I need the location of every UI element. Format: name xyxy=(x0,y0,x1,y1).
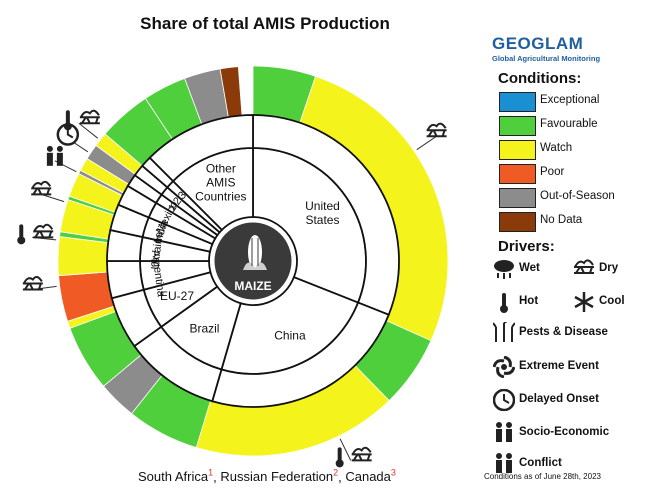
outer-segment-watch-9 xyxy=(57,236,109,277)
legend-swatch-exceptional xyxy=(499,92,536,112)
driver-marker-china xyxy=(335,438,372,468)
cool-icon xyxy=(574,292,594,312)
hot-icon xyxy=(63,110,72,131)
driver-label-delayed-onset: Delayed Onset xyxy=(519,393,599,405)
conflict-icon xyxy=(496,453,512,473)
country-band-other-amis-countries xyxy=(148,114,254,183)
driver-label-hot: Hot xyxy=(519,295,539,307)
dry-icon xyxy=(79,109,100,125)
dry-icon xyxy=(574,259,594,274)
legend-label-favourable: Favourable xyxy=(540,118,598,130)
dry-icon xyxy=(22,275,43,291)
legend-label-out-of-season: Out-of-Season xyxy=(540,190,615,202)
footnote-item-canada: Canada3 xyxy=(345,468,396,485)
driver-label-wet: Wet xyxy=(519,262,540,274)
country-label-1: 1 xyxy=(166,202,179,214)
center-emblem: MAIZE xyxy=(211,219,295,303)
country-label-united-states: United States xyxy=(305,199,340,227)
driver-markers xyxy=(17,109,447,468)
driver-marker-argentina xyxy=(22,275,57,291)
conditions-title: Conditions: xyxy=(498,70,582,87)
country-label-ukraine: Ukraine xyxy=(149,231,165,270)
driver-label-dry: Dry xyxy=(599,262,619,274)
driver-label-cool: Cool xyxy=(599,295,625,307)
country-label-brazil: Brazil xyxy=(189,322,219,336)
driver-label-conflict: Conflict xyxy=(519,457,562,469)
legend-swatch-no-data xyxy=(499,212,536,232)
footnote-item-south-africa: South Africa1 xyxy=(138,468,214,485)
maize-icon xyxy=(243,235,267,270)
pests-icon xyxy=(493,322,515,342)
driver-marker-india xyxy=(31,180,65,203)
outer-ring xyxy=(57,65,449,457)
dry-icon xyxy=(31,180,52,196)
extreme-event-icon xyxy=(493,356,515,378)
legend-swatch-out-of-season xyxy=(499,188,536,208)
legend-label-exceptional: Exceptional xyxy=(540,94,600,106)
driver-marker-united-states xyxy=(416,122,447,151)
driver-label-extreme-event: Extreme Event xyxy=(519,360,599,372)
logo-main: GEOGLAM xyxy=(492,34,584,53)
date-note: Conditions as of June 28th, 2023 xyxy=(484,472,601,481)
hot-icon xyxy=(335,447,344,468)
legend-swatch-favourable xyxy=(499,116,536,136)
footnote: South Africa1, Russian Federation2, Cana… xyxy=(138,468,396,485)
dry-icon xyxy=(351,446,372,462)
driver-marker-1 xyxy=(56,123,89,153)
legend-label-watch: Watch xyxy=(540,142,573,154)
driver-marker-2 xyxy=(63,109,100,139)
driver-label-socio-economic: Socio-Economic xyxy=(519,426,610,438)
driver-marker-mexico xyxy=(46,145,77,173)
wet-icon xyxy=(494,260,514,279)
country-labels: United StatesChinaBrazilEU-27ArgentinaUkr… xyxy=(149,162,340,343)
socio-economic-icon xyxy=(496,422,512,442)
conflict-icon xyxy=(46,145,63,166)
driver-marker-ukraine xyxy=(17,223,57,245)
logo-sub: Global Agricultural Monitoring xyxy=(492,54,601,63)
chart-title: Share of total AMIS Production xyxy=(140,14,390,33)
center-label: MAIZE xyxy=(234,279,271,293)
geoglam-logo: GEOGLAM Global Agricultural Monitoring xyxy=(492,34,642,66)
country-label-eu-27: EU-27 xyxy=(160,289,194,303)
driver-label-pests-disease: Pests & Disease xyxy=(519,326,608,338)
legend-label-no-data: No Data xyxy=(540,214,583,226)
dry-icon xyxy=(426,122,447,138)
country-label-other-amis-countries: Other AMIS Countries xyxy=(195,162,246,204)
delayed-onset-icon xyxy=(493,389,515,411)
dry-icon xyxy=(33,223,54,239)
hot-icon xyxy=(500,293,508,313)
legend-swatch-poor xyxy=(499,164,536,184)
footnote-item-russian-federation: Russian Federation2 xyxy=(220,468,339,485)
country-label-china: China xyxy=(274,329,306,343)
inner-ring xyxy=(106,114,400,408)
hot-icon xyxy=(17,224,26,245)
legend-swatch-watch xyxy=(499,140,536,160)
drivers-title: Drivers: xyxy=(498,238,555,255)
legend-label-poor: Poor xyxy=(540,166,565,178)
